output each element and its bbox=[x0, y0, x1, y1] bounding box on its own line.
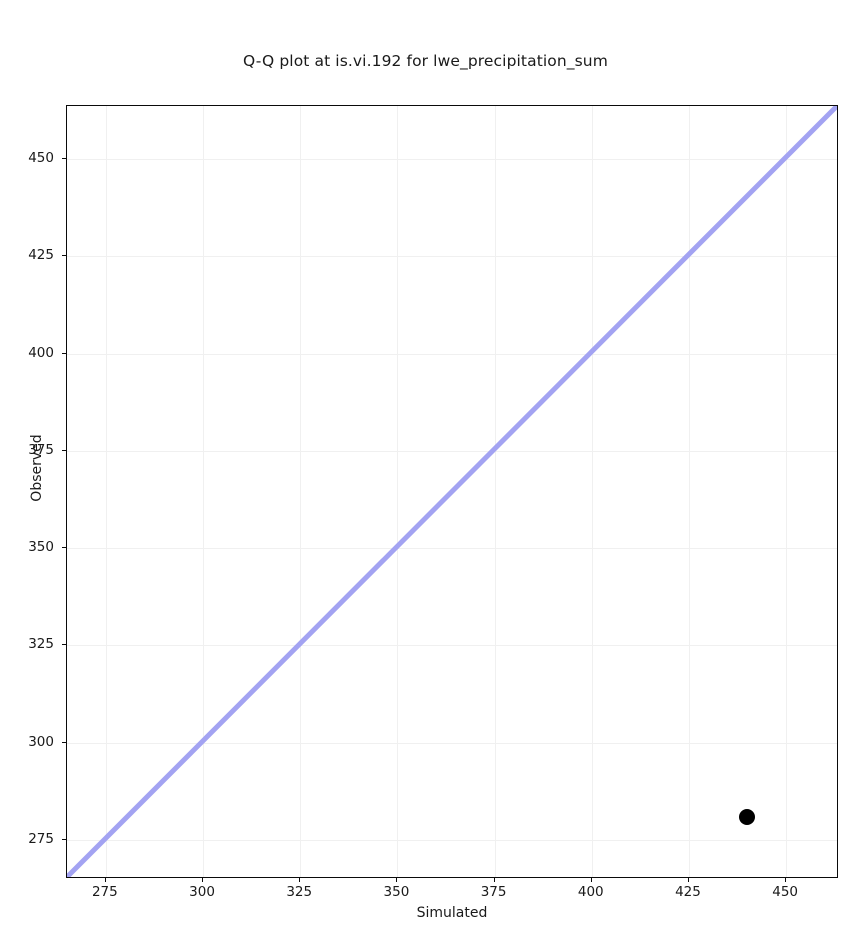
gridline-vertical bbox=[397, 106, 399, 877]
gridline-vertical bbox=[786, 106, 788, 877]
x-tick-mark bbox=[785, 878, 787, 882]
y-tick-mark bbox=[62, 547, 66, 549]
y-tick-mark bbox=[62, 741, 66, 743]
x-tick-label: 350 bbox=[383, 884, 410, 900]
x-axis-label: Simulated bbox=[416, 905, 488, 921]
y-tick-label: 400 bbox=[28, 344, 54, 361]
y-tick-label: 325 bbox=[28, 636, 54, 653]
y-tick-label: 275 bbox=[28, 831, 54, 848]
y-tick-label: 450 bbox=[28, 149, 54, 166]
y-tick-label: 375 bbox=[28, 441, 54, 458]
gridline-horizontal bbox=[67, 256, 837, 258]
x-tick-label: 450 bbox=[772, 884, 799, 900]
y-tick-mark bbox=[62, 352, 66, 354]
data-point bbox=[739, 808, 756, 825]
gridline-vertical bbox=[105, 106, 107, 877]
y-tick-mark bbox=[62, 255, 66, 257]
y-tick-mark bbox=[62, 839, 66, 841]
gridline-vertical bbox=[494, 106, 496, 877]
x-tick-mark bbox=[493, 878, 495, 882]
x-tick-label: 275 bbox=[91, 884, 118, 900]
chart-title-line-1: Q-Q plot at is.vi.192 for lwe_precipitat… bbox=[243, 52, 608, 70]
x-tick-mark bbox=[396, 878, 398, 882]
x-tick-label: 375 bbox=[480, 884, 507, 900]
y-tick-label: 300 bbox=[28, 733, 54, 750]
gridline-horizontal bbox=[67, 645, 837, 647]
plot-area bbox=[66, 105, 838, 878]
gridline-vertical bbox=[688, 106, 690, 877]
y-tick-label: 425 bbox=[28, 247, 54, 264]
y-axis-label: Observed bbox=[29, 434, 45, 502]
gridline-horizontal bbox=[67, 548, 837, 550]
y-tick-mark bbox=[62, 644, 66, 646]
gridline-vertical bbox=[591, 106, 593, 877]
gridline-horizontal bbox=[67, 353, 837, 355]
x-tick-label: 425 bbox=[675, 884, 701, 900]
gridline-vertical bbox=[300, 106, 302, 877]
gridline-horizontal bbox=[67, 450, 837, 452]
gridline-horizontal bbox=[67, 742, 837, 744]
one-to-one-reference-line bbox=[67, 106, 837, 877]
gridline-horizontal bbox=[67, 840, 837, 842]
y-tick-mark bbox=[62, 449, 66, 451]
x-tick-label: 300 bbox=[189, 884, 215, 900]
x-tick-mark bbox=[104, 878, 106, 882]
y-tick-mark bbox=[62, 157, 66, 159]
x-tick-mark bbox=[202, 878, 204, 882]
x-tick-label: 325 bbox=[286, 884, 313, 900]
gridline-horizontal bbox=[67, 158, 837, 160]
x-tick-mark bbox=[687, 878, 689, 882]
x-tick-label: 400 bbox=[577, 884, 604, 900]
x-tick-mark bbox=[299, 878, 301, 882]
y-tick-label: 350 bbox=[28, 539, 54, 556]
x-tick-mark bbox=[590, 878, 592, 882]
gridline-vertical bbox=[203, 106, 205, 877]
